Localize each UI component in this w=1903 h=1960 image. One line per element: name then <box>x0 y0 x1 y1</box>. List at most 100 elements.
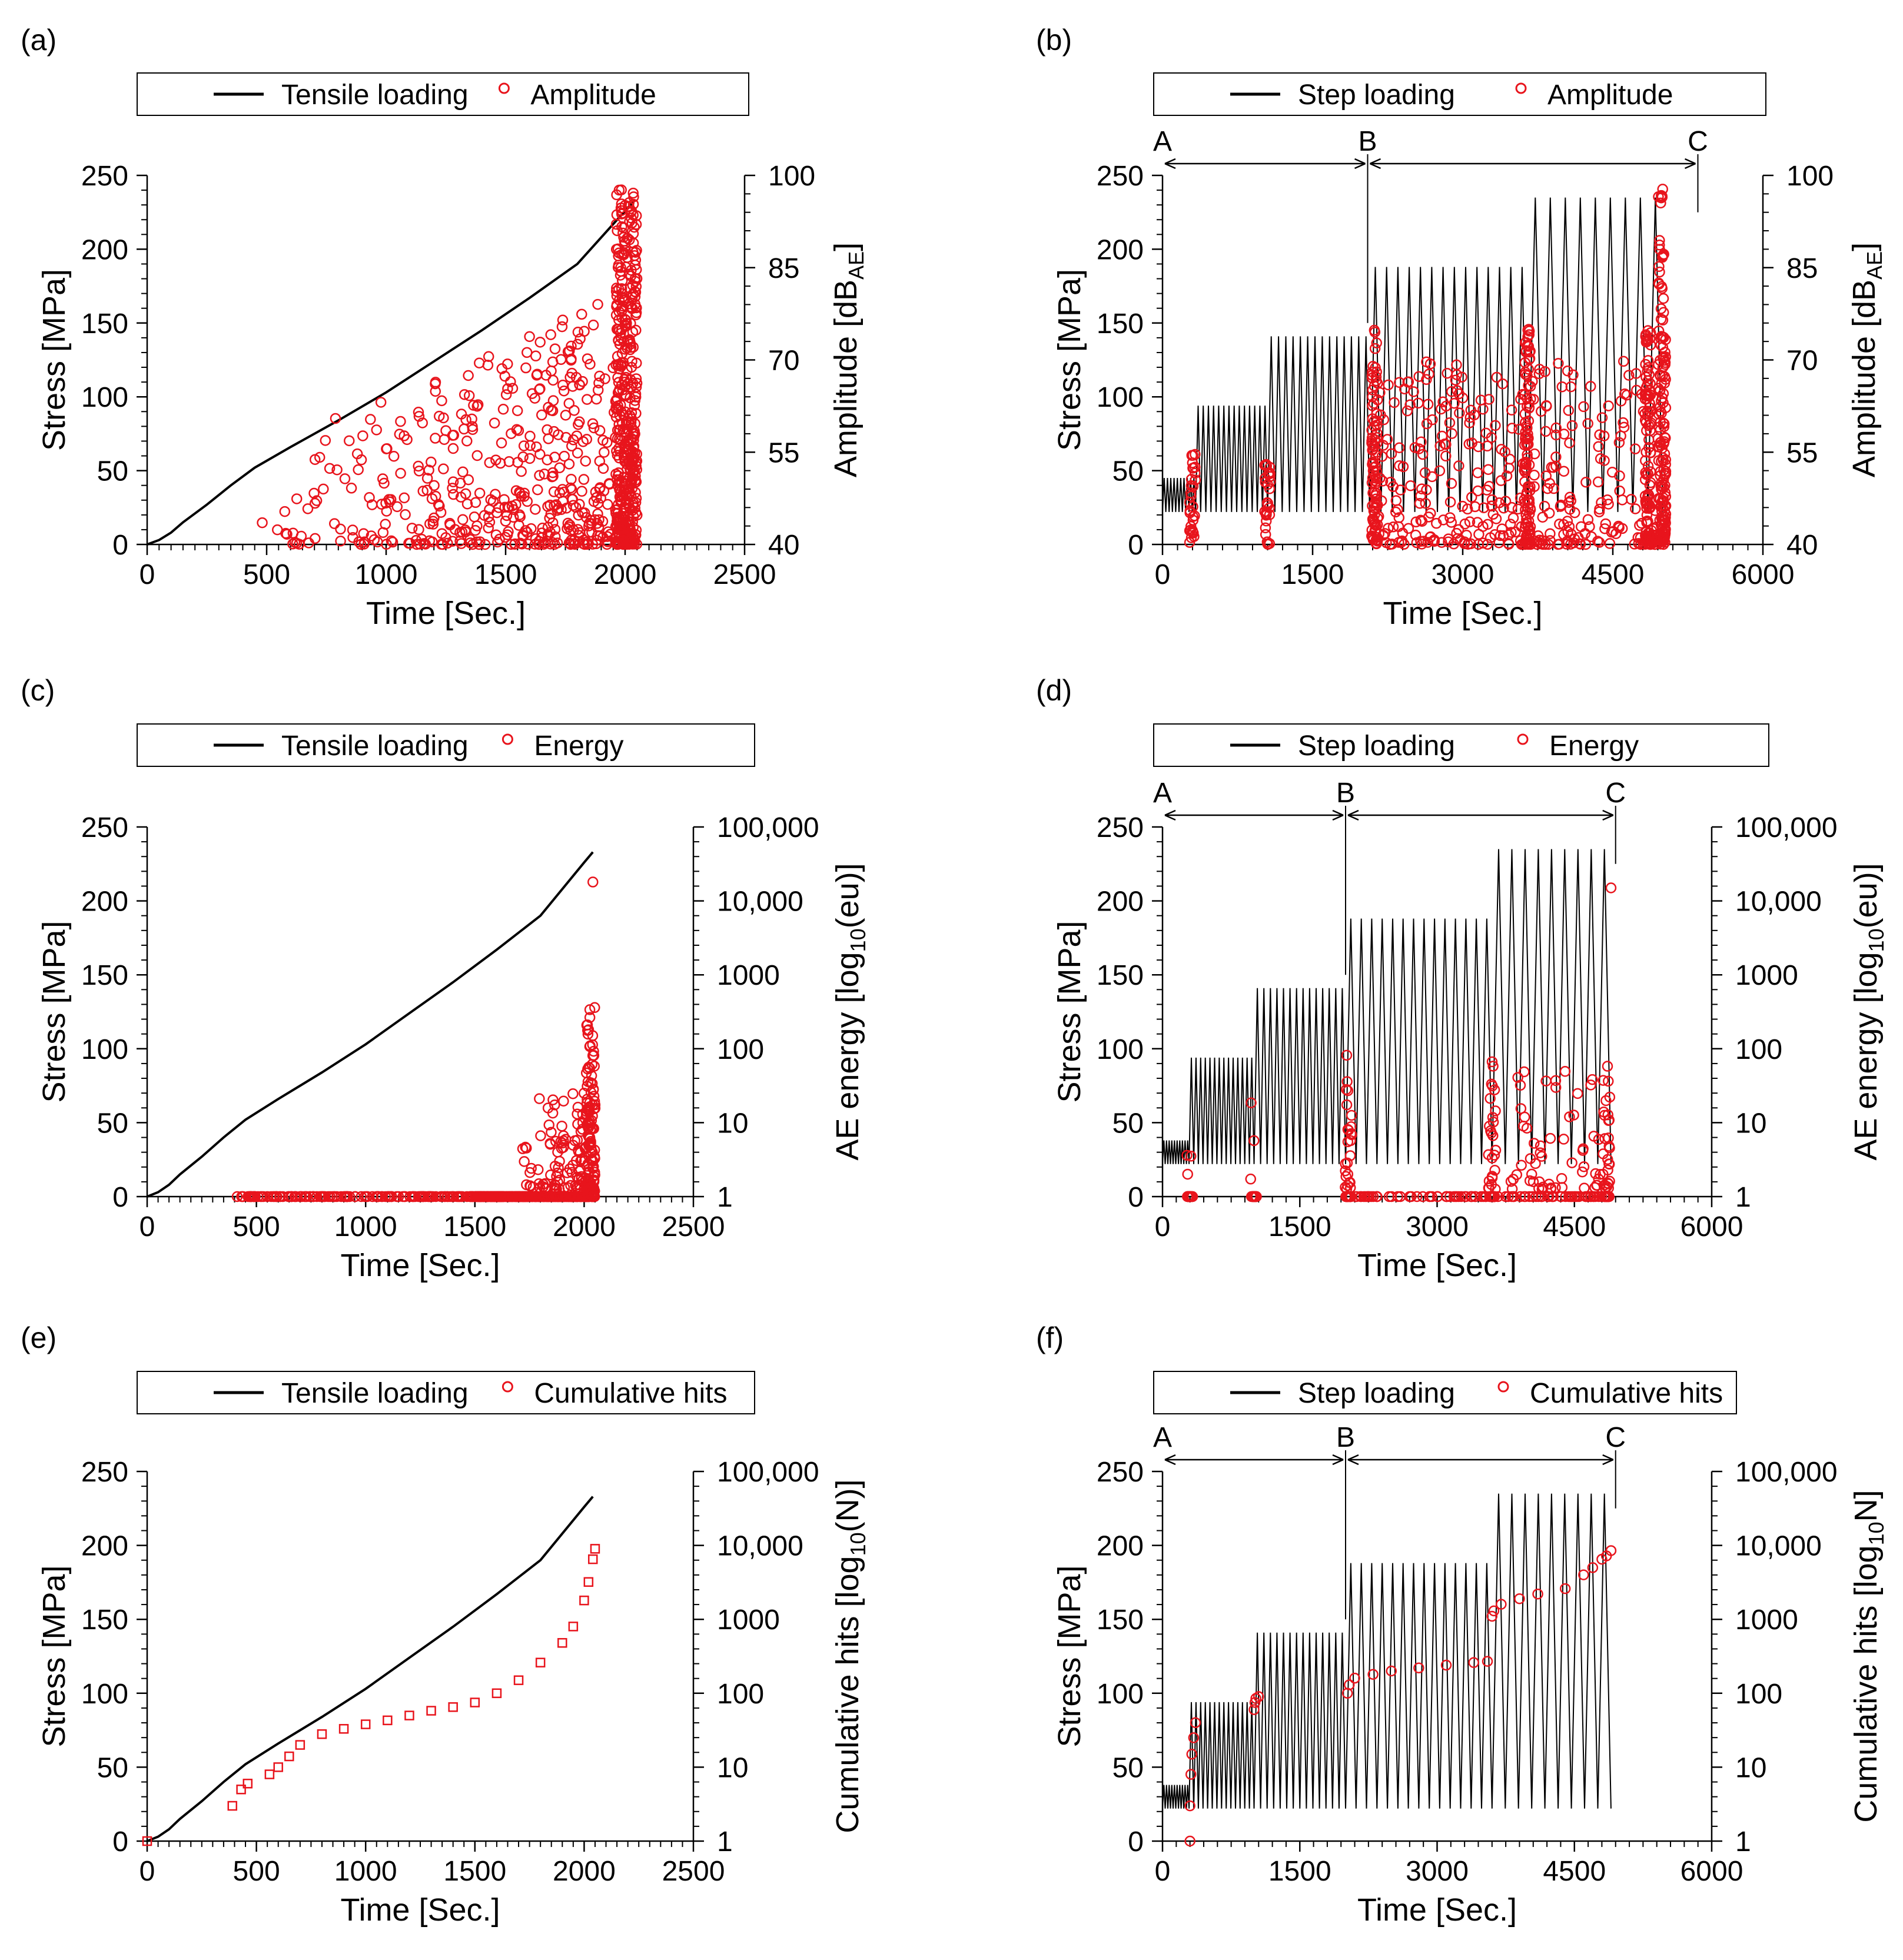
series-line-tensile-loading <box>147 851 594 1198</box>
data-point <box>626 537 637 548</box>
data-point <box>1596 412 1608 423</box>
data-point <box>509 539 520 550</box>
data-point <box>1610 528 1622 539</box>
legend-box <box>137 723 755 767</box>
legend-marker-swatch <box>1515 82 1527 94</box>
legend-line-label: Tensile loading <box>281 1378 469 1409</box>
data-point <box>496 437 507 449</box>
data-point <box>1451 359 1462 371</box>
data-point <box>556 1142 567 1154</box>
x-tick-label: 3000 <box>1432 559 1494 590</box>
data-point <box>456 538 467 549</box>
y2-axis-title: AE energy [log10(eu)] <box>1848 863 1888 1160</box>
x-axis-title: Time [Sec.] <box>366 596 526 631</box>
legend-marker-label: Energy <box>534 730 623 762</box>
data-point <box>1503 539 1515 550</box>
data-point <box>1246 1097 1257 1108</box>
data-point <box>1540 426 1552 437</box>
data-point <box>583 520 595 531</box>
data-point <box>1539 366 1551 377</box>
data-point <box>622 378 633 390</box>
data-point <box>1486 1127 1497 1139</box>
data-point <box>503 526 514 537</box>
data-point <box>1539 500 1550 512</box>
data-point <box>1344 1182 1356 1194</box>
data-point <box>534 1182 546 1194</box>
data-point <box>1605 1545 1617 1556</box>
data-point <box>533 539 544 550</box>
data-point <box>1486 494 1498 506</box>
data-point <box>1402 376 1413 388</box>
data-point <box>1401 405 1413 417</box>
data-point <box>619 479 631 490</box>
data-point <box>474 536 486 547</box>
x-tick-label: 2000 <box>553 1856 616 1887</box>
data-point <box>1264 483 1276 494</box>
data-point <box>1529 448 1540 460</box>
y2-axis-title-main: AE energy [log <box>830 952 865 1160</box>
data-point <box>500 1191 512 1202</box>
data-point <box>1591 1180 1603 1191</box>
data-point <box>517 451 529 463</box>
y2-axis-title: AE energy [log10(eu)] <box>830 863 870 1160</box>
data-point <box>435 507 447 518</box>
data-point <box>1604 1091 1616 1103</box>
panel-c: (c)Tensile loading Energy0501001502002501… <box>21 674 870 1283</box>
data-point <box>584 1012 596 1023</box>
data-point <box>1550 429 1562 441</box>
data-point <box>1638 406 1649 417</box>
data-point <box>572 1171 583 1183</box>
data-point <box>1588 1131 1600 1142</box>
data-point <box>620 320 632 332</box>
data-point <box>616 208 627 220</box>
data-point <box>593 377 605 388</box>
data-point <box>404 1710 414 1720</box>
data-point <box>1656 534 1668 546</box>
data-point <box>1367 1669 1379 1680</box>
data-point <box>1640 446 1652 458</box>
data-point <box>589 1151 600 1162</box>
data-point <box>381 539 392 550</box>
legend-box <box>1153 1371 1737 1414</box>
legend-marker-label: Energy <box>1549 730 1639 762</box>
legend-line-label: Step loading <box>1298 79 1455 111</box>
data-point <box>1342 1136 1354 1148</box>
data-point <box>1442 368 1453 379</box>
data-point <box>395 416 406 427</box>
data-point <box>484 457 496 469</box>
data-point <box>356 1191 367 1202</box>
data-point <box>346 483 357 494</box>
data-point <box>1629 443 1641 454</box>
data-point <box>1188 1732 1200 1743</box>
panel-e: (e)Tensile loading Cumulative hits0501001… <box>21 1321 870 1928</box>
data-point <box>1535 1140 1546 1151</box>
data-point <box>1410 529 1422 541</box>
x-tick-label: 1500 <box>1281 559 1344 590</box>
legend-marker-swatch <box>1517 733 1529 745</box>
data-point <box>621 459 633 470</box>
data-point <box>556 321 568 333</box>
data-point <box>507 383 519 394</box>
data-point <box>295 1191 306 1202</box>
data-point <box>1540 470 1552 481</box>
data-point <box>1504 453 1516 465</box>
data-point <box>602 437 613 448</box>
data-point <box>630 373 642 384</box>
data-point <box>1446 386 1457 397</box>
data-point <box>438 412 449 424</box>
data-point <box>612 225 623 237</box>
data-point <box>324 463 336 474</box>
legend-line-label: Step loading <box>1298 1378 1455 1409</box>
data-point <box>521 1179 532 1191</box>
data-point <box>427 516 439 527</box>
data-point <box>1405 480 1416 491</box>
data-point <box>483 522 494 534</box>
data-point <box>1586 1074 1598 1085</box>
data-point <box>1489 529 1500 540</box>
data-point <box>327 1191 338 1202</box>
data-point <box>1484 1093 1496 1104</box>
data-point <box>1259 460 1270 471</box>
data-point <box>612 470 624 481</box>
y2-tick-label: 85 <box>1786 253 1818 284</box>
y2-tick-label: 100 <box>1786 161 1834 192</box>
